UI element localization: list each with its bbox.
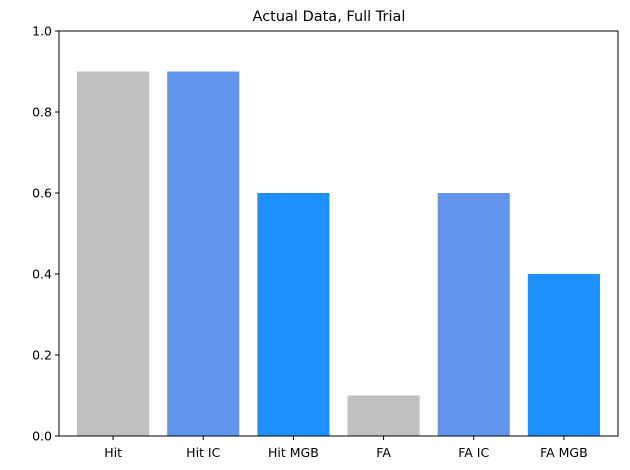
x-tick-label: Hit IC [186, 445, 220, 460]
x-tick-label: Hit MGB [268, 445, 319, 460]
y-tick-label: 0.4 [32, 267, 52, 282]
x-tick-label: FA MGB [540, 445, 588, 460]
chart-title: Actual Data, Full Trial [253, 9, 406, 25]
bar-hit-ic [167, 71, 240, 436]
x-tick-label: FA IC [458, 445, 489, 460]
y-axis: 0.0 0.2 0.4 0.6 0.8 1.0 [32, 24, 59, 444]
bar-fa-mgb [527, 274, 600, 436]
bars-group [77, 71, 600, 436]
bar-hit-mgb [257, 193, 330, 436]
x-axis: Hit Hit IC Hit MGB FA FA IC FA MGB [104, 436, 588, 460]
y-tick-label: 0.0 [32, 429, 52, 444]
y-tick-label: 0.8 [32, 105, 52, 120]
x-tick-label: FA [376, 445, 391, 460]
bar-fa-ic [437, 193, 510, 436]
plot-frame [58, 30, 619, 437]
y-tick-label: 0.2 [32, 348, 52, 363]
bar-hit [77, 71, 150, 436]
y-tick-label: 1.0 [32, 24, 52, 39]
y-tick-label: 0.6 [32, 186, 52, 201]
x-tick-label: Hit [104, 445, 122, 460]
bar-fa [347, 395, 420, 436]
